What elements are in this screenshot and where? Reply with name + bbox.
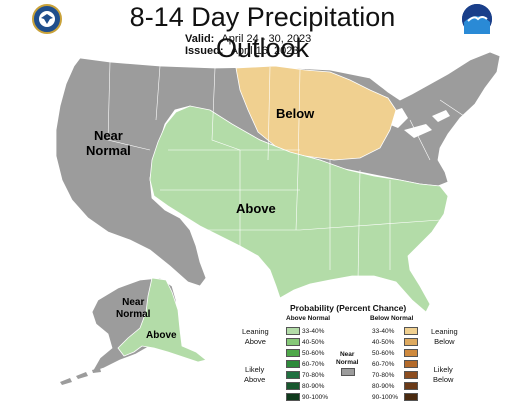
legend-above-swatch-2: [286, 349, 300, 357]
legend-likely-below-line2: Below: [433, 375, 454, 384]
legend-below-header: Below Normal: [370, 315, 414, 322]
legend-leaning-above: Leaning Above: [242, 327, 269, 347]
legend-swatch-near-normal: [341, 368, 355, 376]
doc-seal-icon: [32, 4, 62, 34]
legend-likely-above-line2: Above: [244, 375, 266, 384]
legend-below-swatch-1: [404, 338, 418, 346]
legend-below-label-2: 50-60%: [372, 349, 395, 357]
issued-label: Issued:: [185, 45, 224, 57]
map-label-ak-above: Above: [146, 330, 177, 341]
below-normal-region: [235, 65, 397, 161]
legend-below-label-5: 80-90%: [372, 382, 395, 390]
legend-likely-below: Likely Below: [433, 365, 453, 385]
legend-above-swatch-6: [286, 393, 300, 401]
legend-below-swatch-6: [404, 393, 418, 401]
map-label-ak-near-normal: Near Normal: [116, 297, 150, 321]
legend-near-line2: Normal: [336, 359, 359, 366]
legend-title: Probability (Percent Chance): [290, 303, 407, 313]
legend-leaning-below-line2: Below: [434, 337, 455, 346]
legend-below-label-1: 40-50%: [372, 338, 395, 346]
legend-below-label-3: 60-70%: [372, 360, 395, 368]
legend-near-line1: Near: [339, 351, 355, 358]
map-label-near-normal-line2: Normal: [86, 143, 131, 158]
map-label-above: Above: [236, 201, 276, 216]
legend-above-label-5: 80-90%: [302, 382, 325, 390]
legend-below-label-6: 90-100%: [372, 393, 399, 401]
aleutian-islands: [60, 368, 101, 385]
legend-likely-above: Likely Above: [244, 365, 265, 385]
legend-above-swatch-5: [286, 382, 300, 390]
map-label-ak-near-line2: Normal: [116, 309, 151, 320]
issued-date-line: Issued: April 16, 2023: [185, 45, 298, 57]
legend-below-swatch-0: [404, 327, 418, 335]
legend-above-label-3: 60-70%: [302, 360, 325, 368]
legend-likely-below-line1: Likely: [433, 365, 453, 374]
map-label-near-normal-line1: Near: [93, 128, 123, 143]
alaska-above-region: [117, 277, 207, 363]
eagle-emblem-icon: [39, 11, 55, 27]
legend-above-header: Above Normal: [286, 315, 331, 322]
map-label-near-normal: Near Normal: [86, 128, 131, 158]
legend-likely-above-line1: Likely: [245, 365, 265, 374]
legend-above-label-0: 33-40%: [302, 327, 325, 335]
noaa-gull-icon: [462, 4, 492, 34]
valid-value: April 24 - 30, 2023: [221, 33, 312, 45]
map-label-below: Below: [276, 106, 315, 121]
valid-label: Valid:: [185, 33, 215, 45]
legend-below-swatch-4: [404, 371, 418, 379]
legend-above-label-6: 90-100%: [302, 393, 329, 401]
probability-legend: Probability (Percent Chance) Above Norma…: [236, 303, 525, 405]
page-title: 8-14 Day Precipitation Outlook: [129, 2, 396, 63]
legend-below-swatch-3: [404, 360, 418, 368]
legend-leaning-below-line1: Leaning: [431, 327, 458, 336]
valid-date-line: Valid: April 24 - 30, 2023: [185, 33, 311, 45]
legend-above-swatch-0: [286, 327, 300, 335]
legend-below-label-4: 70-80%: [372, 371, 395, 379]
issued-value: April 16, 2023: [230, 45, 299, 57]
legend-above-swatch-3: [286, 360, 300, 368]
legend-leaning-below: Leaning Below: [431, 327, 458, 347]
noaa-logo-icon: [462, 4, 492, 34]
legend-above-swatch-4: [286, 371, 300, 379]
legend-below-swatch-5: [404, 382, 418, 390]
legend-leaning-above-line1: Leaning: [242, 327, 269, 336]
legend-below-label-0: 33-40%: [372, 327, 395, 335]
above-normal-region: [149, 105, 449, 313]
legend-above-label-2: 50-60%: [302, 349, 325, 357]
legend-below-swatch-2: [404, 349, 418, 357]
legend-above-label-1: 40-50%: [302, 338, 325, 346]
legend-near-normal: Near Normal: [336, 351, 358, 367]
map-label-ak-near-line1: Near: [122, 297, 145, 308]
legend-above-label-4: 70-80%: [302, 371, 325, 379]
legend-leaning-above-line2: Above: [244, 337, 266, 346]
legend-above-swatch-1: [286, 338, 300, 346]
state-borders: [107, 61, 471, 281]
